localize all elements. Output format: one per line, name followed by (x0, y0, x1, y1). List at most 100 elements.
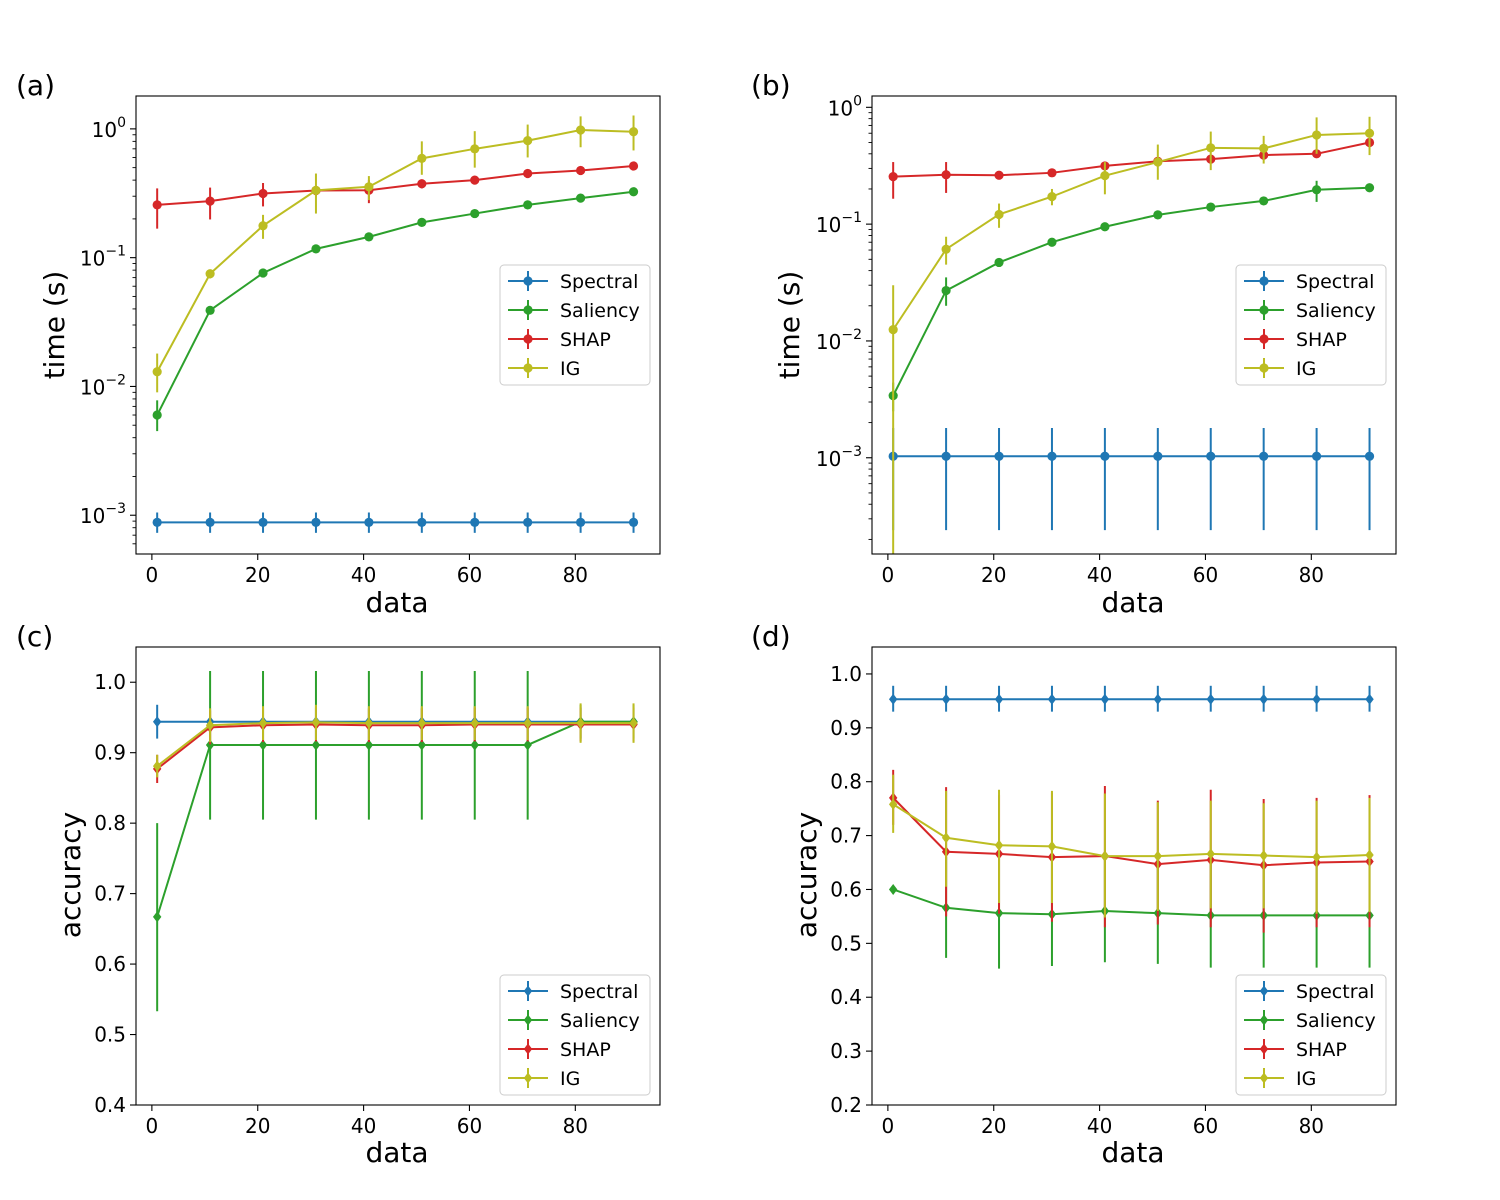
y-tick-label: 100 (828, 93, 862, 120)
data-point (1259, 850, 1268, 862)
plot-area (152, 115, 639, 533)
x-tick-label: 0 (146, 563, 159, 587)
data-point (311, 739, 321, 751)
legend-item-shap: SHAP (1244, 1039, 1347, 1061)
data-point (1206, 143, 1216, 153)
data-point (1312, 851, 1321, 863)
y-axis-label: time (s) (38, 271, 71, 380)
data-point (311, 244, 321, 254)
data-point (1153, 157, 1163, 167)
series-line (156, 721, 634, 767)
data-point (994, 170, 1004, 180)
data-point (417, 217, 427, 227)
x-tick-label: 20 (245, 563, 270, 587)
x-tick-label: 0 (882, 1114, 895, 1138)
data-point (417, 739, 427, 751)
data-point (1206, 202, 1216, 212)
legend: Spectral Saliency SHAP IG (499, 264, 651, 386)
legend-item-ig: IG (508, 358, 580, 380)
data-point (576, 717, 585, 729)
data-point (364, 517, 374, 527)
data-point (1259, 363, 1269, 373)
series-line (893, 141, 1370, 178)
y-axis-label: accuracy (54, 812, 87, 938)
data-point (628, 517, 639, 527)
data-point (1100, 451, 1110, 461)
x-tick-label: 0 (146, 1114, 159, 1138)
data-point (1259, 985, 1269, 997)
data-point (470, 517, 480, 527)
data-point (1259, 305, 1269, 315)
data-point (994, 257, 1004, 268)
data-point (994, 209, 1004, 220)
x-tick-label: 40 (351, 563, 376, 587)
x-tick-label: 40 (1087, 1114, 1112, 1138)
data-point (576, 517, 586, 527)
data-point (523, 363, 533, 373)
y-tick-label: 0.4 (830, 985, 862, 1009)
legend-frame (1235, 264, 1387, 386)
x-tick-label: 0 (882, 563, 895, 587)
data-point (364, 717, 374, 729)
data-point (941, 832, 951, 844)
data-point (523, 305, 533, 315)
series-ig (888, 774, 1374, 918)
data-point (523, 1072, 533, 1084)
data-point (152, 517, 162, 527)
data-point (523, 1043, 533, 1055)
data-point (941, 170, 951, 180)
data-point (1259, 334, 1269, 344)
data-point (523, 136, 533, 146)
data-point (1153, 451, 1163, 461)
data-point (417, 717, 427, 729)
legend-item-saliency: Saliency (1244, 1010, 1376, 1032)
data-point (523, 517, 533, 527)
plot-area (888, 685, 1374, 969)
data-point (1312, 185, 1322, 195)
y-tick-label: 0.7 (94, 882, 126, 906)
data-point (628, 127, 639, 137)
data-point (470, 739, 479, 751)
data-point (1312, 451, 1322, 461)
panel-label: (d) (751, 620, 791, 653)
y-tick-label: 0.7 (830, 824, 862, 848)
data-point (523, 739, 532, 751)
data-point (311, 517, 321, 527)
data-point (470, 144, 480, 154)
x-tick-label: 60 (457, 563, 482, 587)
data-point (1100, 850, 1110, 862)
data-point (1206, 848, 1215, 860)
legend-label: SHAP (1296, 329, 1347, 351)
data-point (941, 693, 951, 705)
data-point (152, 760, 162, 772)
series-line (892, 797, 1370, 867)
data-point (1312, 130, 1322, 140)
series-line (892, 888, 1370, 917)
y-tick-label: 10−2 (816, 327, 862, 354)
data-point (205, 719, 215, 731)
y-tick-label: 10−2 (80, 372, 126, 399)
data-point (152, 716, 162, 728)
data-point (470, 175, 480, 185)
series-line (156, 720, 634, 918)
data-point (311, 185, 321, 195)
legend-label: IG (1296, 358, 1316, 380)
data-point (152, 911, 162, 923)
data-point (888, 325, 898, 335)
legend-item-ig: IG (1244, 1068, 1316, 1090)
data-point (205, 517, 215, 527)
data-point (364, 182, 374, 192)
data-point (994, 451, 1004, 461)
x-tick-label: 20 (245, 1114, 270, 1138)
legend-label: IG (1296, 1068, 1316, 1090)
legend-label: Spectral (560, 271, 638, 293)
data-point (523, 200, 533, 210)
legend-label: SHAP (560, 329, 611, 351)
x-tick-label: 60 (1193, 563, 1218, 587)
data-point (523, 717, 532, 729)
y-tick-label: 0.3 (830, 1039, 862, 1063)
y-tick-label: 10−1 (816, 210, 862, 237)
data-point (941, 451, 951, 461)
y-tick-label: 0.4 (94, 1093, 126, 1117)
data-point (1259, 693, 1268, 705)
